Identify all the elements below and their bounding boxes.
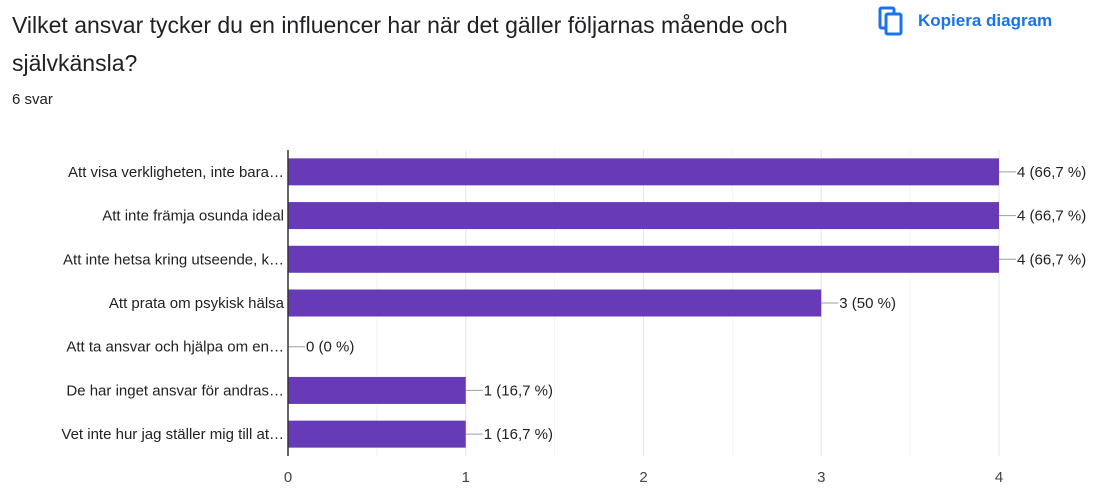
value-label: 4 (66,7 %) [1017,251,1086,268]
question-title: Vilket ansvar tycker du en influencer ha… [12,12,788,76]
copy-icon [878,6,903,36]
value-label: 1 (16,7 %) [484,426,553,443]
x-tick-label: 0 [284,469,292,486]
category-label: Att inte främja osunda ideal [102,208,284,225]
value-label: 0 (0 %) [306,339,354,356]
category-label: De har inget ansvar för andras… [66,382,284,399]
x-tick-label: 1 [462,469,470,486]
bar [288,289,822,317]
category-label: Att inte hetsa kring utseende, k… [63,251,284,268]
copy-chart-button[interactable]: Kopiera diagram [872,2,1058,40]
value-label: 4 (66,7 %) [1017,164,1086,181]
category-label: Att ta ansvar och hjälpa om en… [66,339,284,356]
value-label: 4 (66,7 %) [1017,208,1086,225]
category-label: Att visa verkligheten, inte bara… [68,164,284,181]
x-tick-label: 4 [995,469,1003,486]
x-tick-label: 2 [639,469,647,486]
x-tick-label: 3 [817,469,825,486]
copy-chart-label: Kopiera diagram [918,11,1053,30]
bar [288,158,999,186]
category-label: Vet inte hur jag ställer mig till at… [61,426,284,443]
value-label: 3 (50 %) [839,295,896,312]
response-count: 6 svar [12,91,53,108]
value-label: 1 (16,7 %) [484,382,553,399]
bar [288,202,999,230]
bar [288,376,466,404]
bar [288,245,999,273]
category-label: Att prata om psykisk hälsa [109,295,285,312]
bar [288,420,466,448]
